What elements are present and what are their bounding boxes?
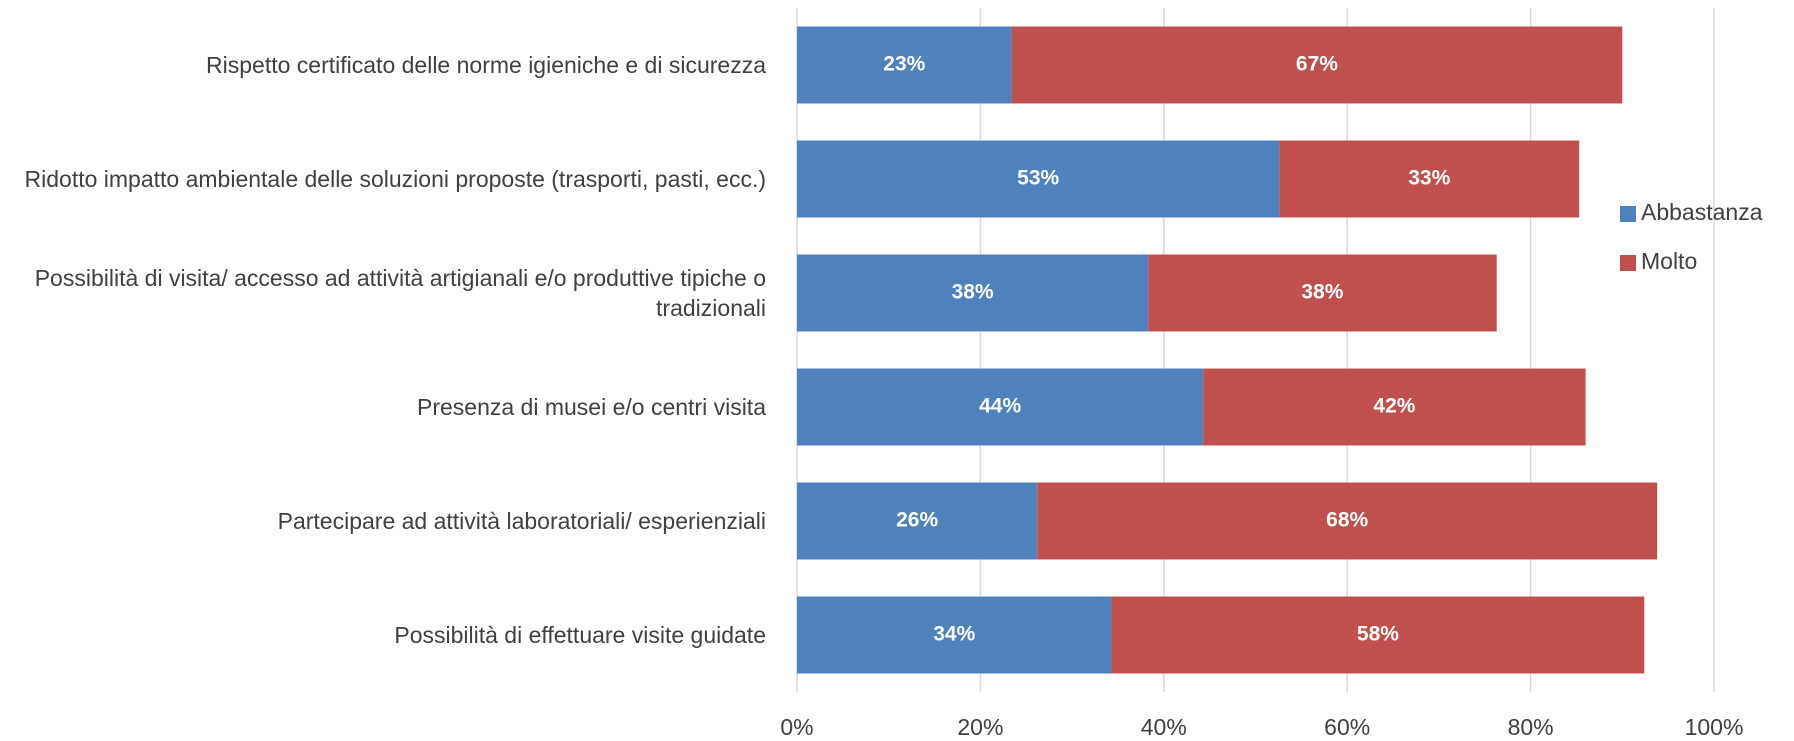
data-label: 44%	[979, 395, 1021, 418]
legend-swatch	[1620, 206, 1636, 222]
data-label: 38%	[952, 281, 994, 304]
bar	[1279, 140, 1580, 218]
data-label: 42%	[1373, 395, 1415, 418]
x-tick-label: 60%	[1324, 714, 1370, 740]
bar	[1111, 596, 1645, 674]
legend-label: Molto	[1641, 248, 1697, 274]
bar	[1037, 482, 1658, 560]
bar	[797, 368, 1204, 446]
bar	[797, 596, 1112, 674]
x-tick-label: 20%	[957, 714, 1003, 740]
data-label: 68%	[1326, 509, 1368, 532]
category-label: Ridotto impatto ambientale delle soluzio…	[24, 166, 766, 192]
category-label: Possibilità di effettuare visite guidate	[394, 622, 766, 648]
bar	[1011, 26, 1623, 104]
data-label: 26%	[896, 509, 938, 532]
bar	[797, 26, 1012, 104]
category-label: Possibilità di visita/ accesso ad attivi…	[34, 265, 766, 321]
bar	[797, 482, 1038, 560]
category-label: Rispetto certificato delle norme igienic…	[206, 52, 766, 78]
data-label: 53%	[1017, 167, 1059, 190]
legend-label: Abbastanza	[1641, 199, 1763, 225]
data-label: 67%	[1296, 53, 1338, 76]
category-label: Partecipare ad attività laboratoriali/ e…	[277, 508, 766, 534]
data-label: 23%	[883, 53, 925, 76]
bar	[1203, 368, 1586, 446]
x-tick-label: 0%	[780, 714, 813, 740]
bar	[1148, 254, 1497, 332]
x-tick-label: 100%	[1685, 714, 1744, 740]
data-label: 34%	[933, 623, 975, 646]
data-label: 33%	[1408, 167, 1450, 190]
legend-swatch	[1620, 255, 1636, 271]
x-tick-label: 80%	[1508, 714, 1554, 740]
data-label: 58%	[1357, 623, 1399, 646]
data-label: 38%	[1301, 281, 1343, 304]
x-tick-label: 40%	[1141, 714, 1187, 740]
bar	[797, 140, 1280, 218]
bar	[797, 254, 1149, 332]
category-label: Presenza di musei e/o centri visita	[417, 394, 766, 420]
